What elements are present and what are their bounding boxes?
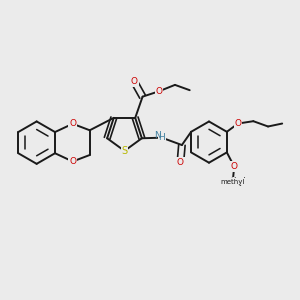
Text: O: O: [155, 87, 162, 96]
Text: N: N: [154, 131, 160, 140]
Text: methyl: methyl: [219, 177, 246, 186]
Text: O: O: [235, 119, 242, 128]
Text: O: O: [69, 119, 76, 128]
Text: O: O: [131, 77, 138, 86]
Text: O: O: [177, 158, 184, 166]
Text: methyl: methyl: [220, 179, 245, 185]
Text: H: H: [158, 133, 165, 142]
Text: S: S: [122, 146, 128, 156]
Text: O: O: [69, 157, 76, 166]
Text: O: O: [231, 162, 238, 171]
